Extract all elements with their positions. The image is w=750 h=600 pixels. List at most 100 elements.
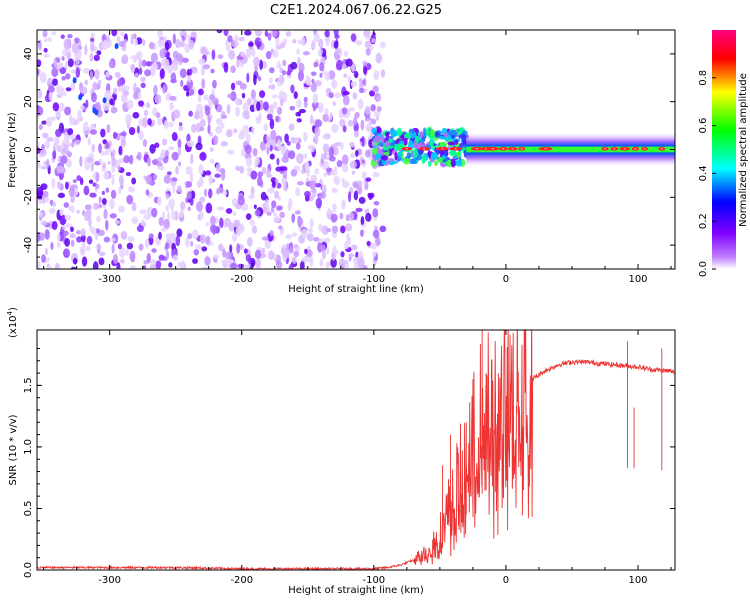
spectral-blob bbox=[69, 133, 76, 140]
spectral-blob bbox=[118, 186, 122, 195]
spectral-blob bbox=[144, 238, 150, 249]
spectral-blob bbox=[107, 160, 111, 165]
spectral-blob bbox=[113, 253, 119, 265]
spectral-blob bbox=[80, 228, 86, 237]
spectral-blob bbox=[109, 198, 115, 210]
spectral-blob bbox=[37, 142, 40, 148]
spectral-blob bbox=[209, 132, 213, 137]
spectral-blob bbox=[299, 261, 305, 269]
spectral-blob bbox=[89, 225, 95, 233]
y-tick-label: 0.0 bbox=[23, 562, 34, 578]
spectral-blob bbox=[325, 87, 332, 93]
spectral-blob bbox=[155, 260, 162, 269]
spectral-blob bbox=[220, 114, 228, 119]
spectral-blob bbox=[102, 161, 107, 169]
spectral-blob bbox=[125, 90, 130, 96]
spectral-blob bbox=[281, 145, 287, 153]
spectral-blob bbox=[37, 159, 41, 169]
spectral-blob bbox=[332, 146, 339, 156]
spectral-blob bbox=[226, 104, 231, 115]
spectral-blob bbox=[233, 34, 239, 44]
spectral-blob bbox=[311, 78, 315, 84]
spectral-blob bbox=[218, 243, 224, 252]
spectral-blob bbox=[309, 189, 317, 194]
y-tick-label: 1.5 bbox=[23, 377, 34, 393]
spectral-blob bbox=[96, 243, 102, 251]
spectral-blob bbox=[114, 219, 120, 225]
spectral-blob bbox=[331, 123, 339, 134]
spectral-blob bbox=[168, 198, 175, 209]
spectral-blob bbox=[296, 48, 300, 55]
spectral-blob bbox=[303, 131, 308, 142]
spectral-blob bbox=[208, 188, 213, 199]
spectral-blob bbox=[113, 87, 118, 95]
spectral-blob bbox=[291, 213, 296, 223]
spectral-blob bbox=[223, 62, 229, 73]
figure-title: C2E1.2024.067.06.22.G25 bbox=[270, 3, 442, 18]
spectral-blob bbox=[68, 186, 75, 197]
spectral-blob bbox=[80, 86, 88, 95]
spectral-blob bbox=[185, 181, 193, 188]
spectral-blob bbox=[40, 183, 48, 190]
signal-blob bbox=[380, 155, 389, 161]
x-tick-label: -200 bbox=[230, 274, 253, 285]
spectral-blob bbox=[139, 209, 147, 215]
spectral-blob bbox=[142, 139, 148, 147]
spectral-blob bbox=[178, 125, 184, 131]
spectral-blob bbox=[222, 189, 228, 197]
spectral-blob bbox=[220, 170, 226, 181]
spectral-blob bbox=[238, 223, 245, 234]
spectral-blob bbox=[185, 237, 190, 248]
spectral-blob bbox=[70, 239, 75, 247]
spectral-blob bbox=[134, 72, 139, 78]
spectral-blob bbox=[225, 251, 232, 260]
spectral-blob bbox=[77, 109, 83, 120]
spectrogram-x-axis: -300 -200 -100 0 100 bbox=[43, 30, 672, 285]
spectral-blob bbox=[172, 254, 179, 262]
spectral-blob bbox=[275, 166, 283, 172]
spectral-blob bbox=[151, 207, 158, 218]
spectral-blob bbox=[84, 79, 89, 86]
spectral-blob bbox=[209, 147, 214, 152]
spectral-blob bbox=[172, 109, 181, 119]
spectral-blob bbox=[376, 106, 382, 112]
spectral-blob bbox=[83, 67, 90, 74]
spectral-blob bbox=[363, 30, 371, 38]
spectral-blob bbox=[180, 260, 185, 269]
spectral-blob bbox=[226, 129, 233, 138]
spectral-blob bbox=[82, 121, 89, 132]
spectral-blob bbox=[380, 69, 386, 78]
spectral-blob bbox=[298, 108, 306, 114]
spectral-blob bbox=[320, 244, 326, 252]
spectral-blob bbox=[118, 205, 125, 213]
spectral-blob bbox=[236, 166, 244, 171]
spectral-blob bbox=[108, 60, 114, 69]
spectral-blob bbox=[314, 168, 320, 175]
spectral-blob bbox=[265, 50, 272, 60]
spectral-blob bbox=[146, 252, 151, 264]
spectral-blob bbox=[276, 205, 283, 211]
spectral-blob bbox=[216, 117, 223, 125]
snr-x-axis-label: Height of straight line (km) bbox=[288, 585, 424, 596]
spectral-blob bbox=[216, 187, 224, 193]
spectral-blob bbox=[261, 166, 267, 175]
spectral-blob bbox=[348, 107, 356, 112]
spectral-blob bbox=[177, 147, 182, 156]
spectral-blob bbox=[157, 30, 163, 40]
spectral-blob bbox=[282, 59, 287, 67]
spectral-blob bbox=[183, 32, 188, 39]
spectral-blob bbox=[37, 68, 40, 76]
colorbar-tick-label: 0.2 bbox=[698, 213, 709, 229]
spectral-blob bbox=[317, 48, 323, 57]
spectral-blob bbox=[70, 266, 77, 269]
spectral-blob bbox=[300, 169, 306, 175]
spectral-blob bbox=[195, 110, 199, 116]
spectral-blob bbox=[272, 101, 278, 109]
spectral-blob bbox=[296, 181, 304, 186]
spectral-blob bbox=[143, 213, 151, 221]
spectral-blob bbox=[253, 204, 257, 210]
spectral-blob bbox=[297, 57, 301, 65]
spectral-blob bbox=[205, 202, 213, 214]
spectral-blob bbox=[215, 216, 219, 224]
spectral-blob bbox=[239, 83, 247, 90]
